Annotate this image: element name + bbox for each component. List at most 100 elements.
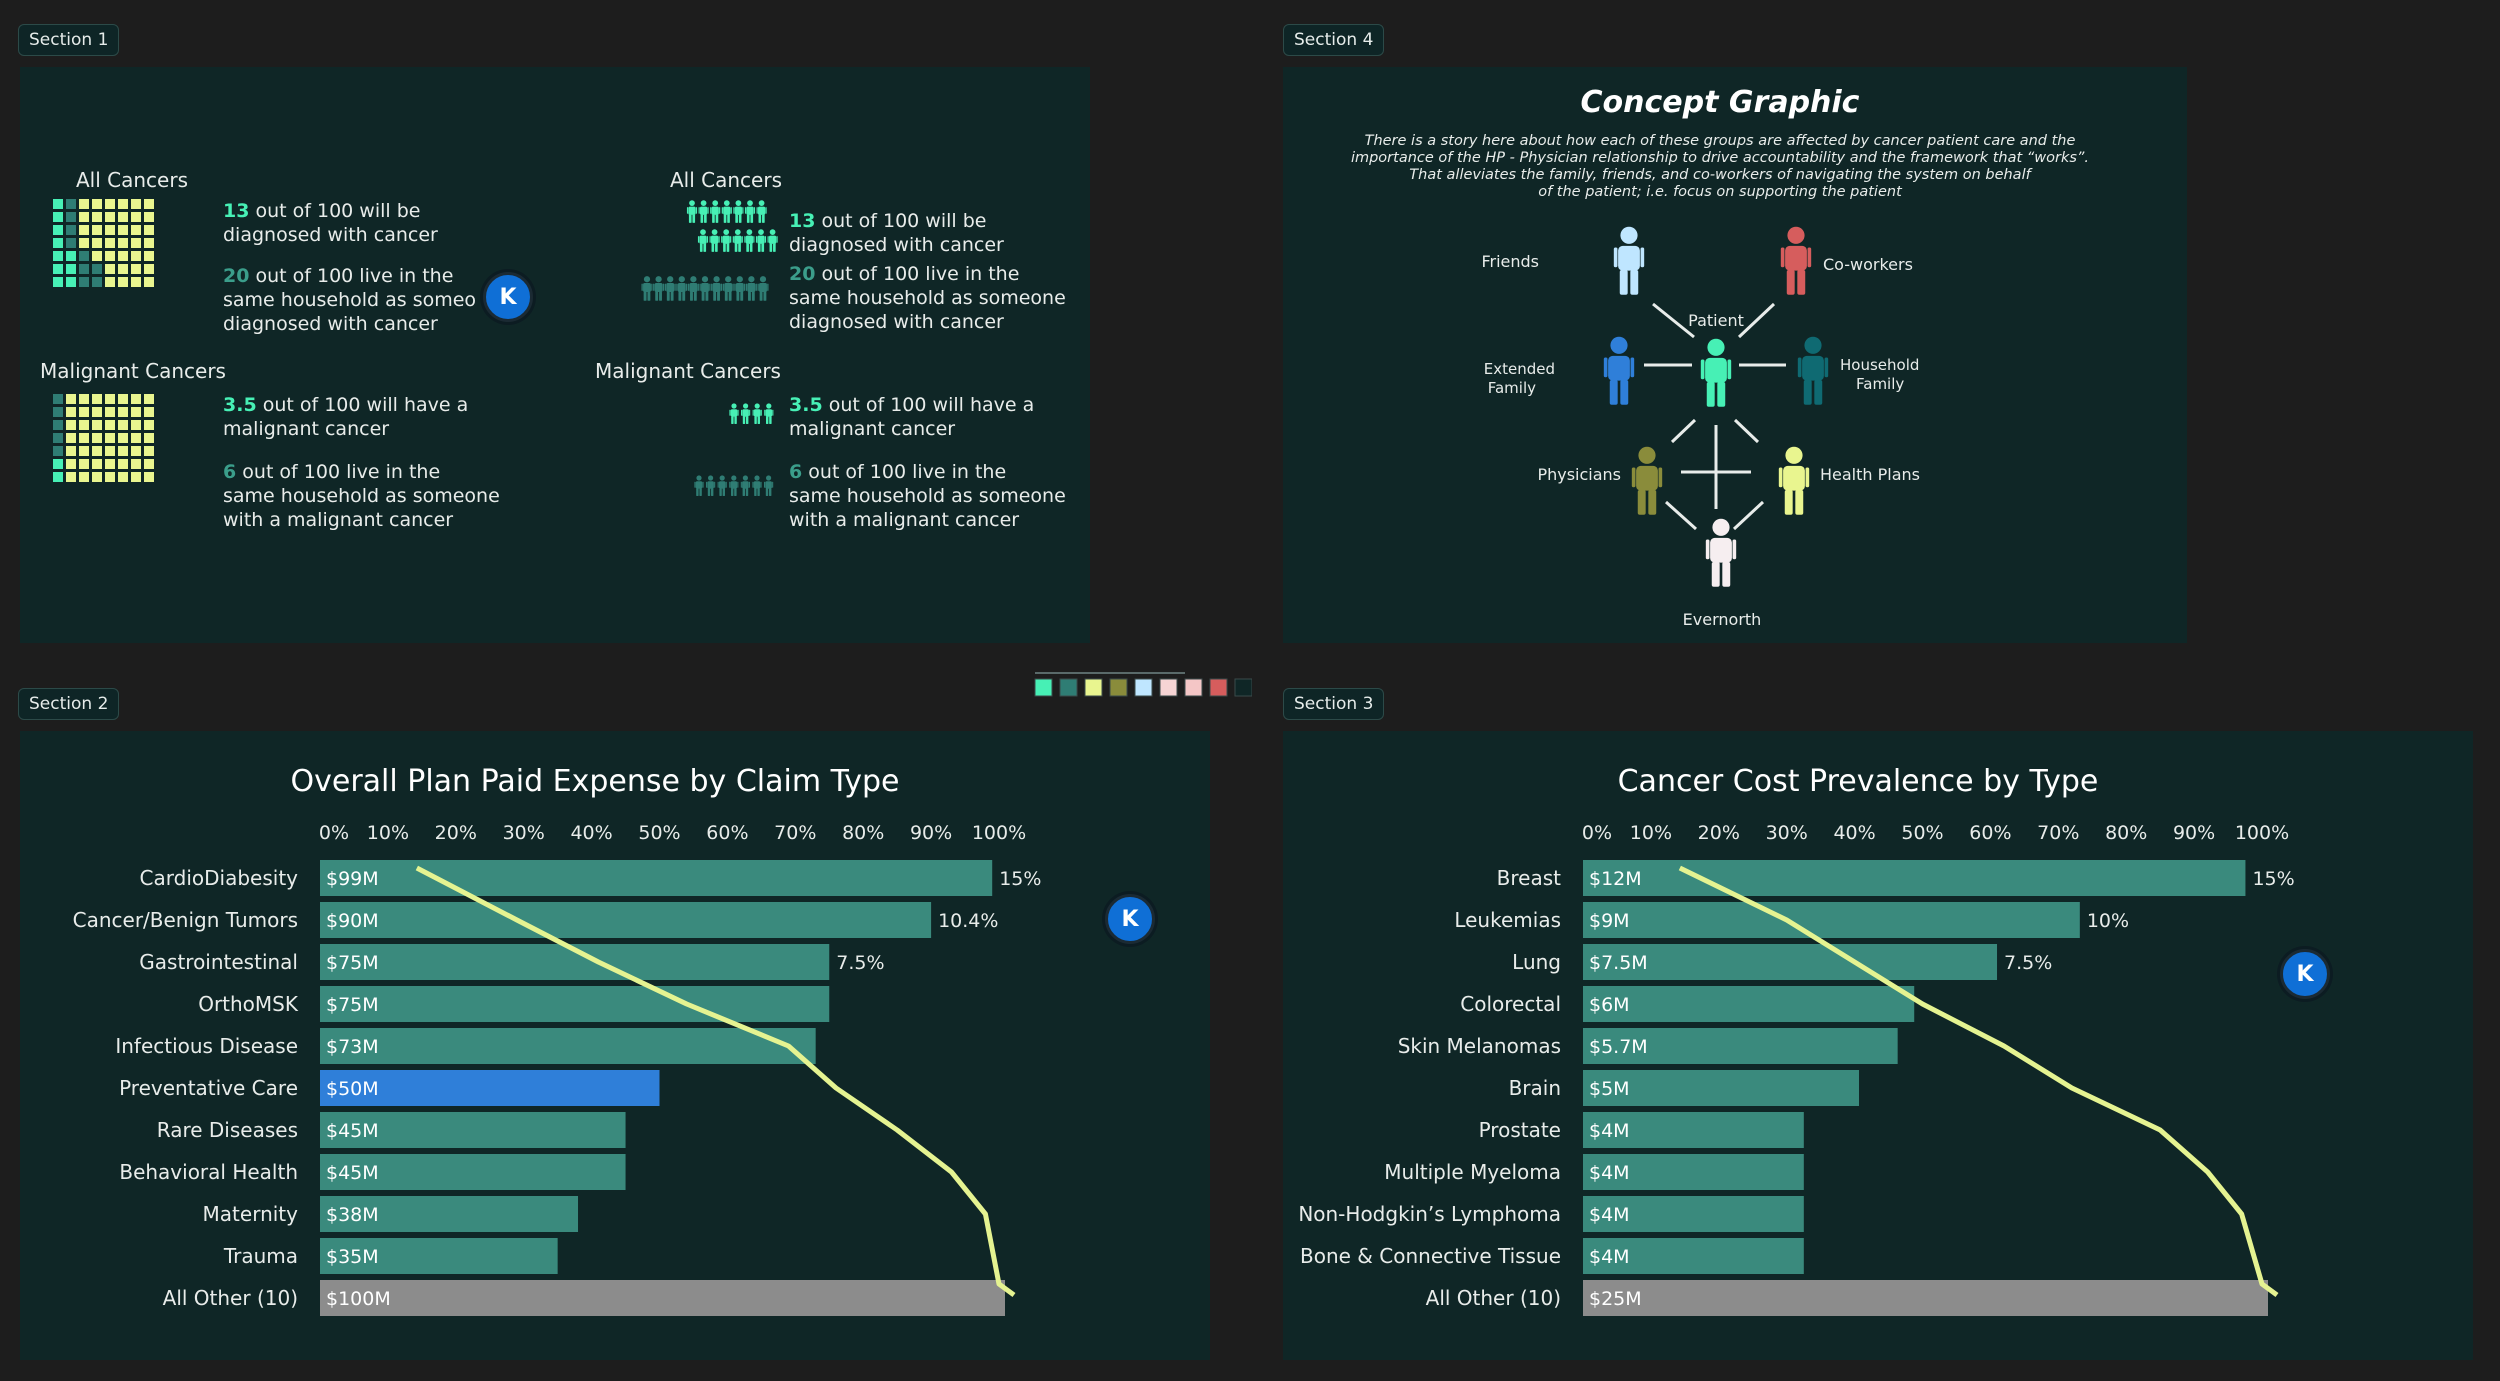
bar[interactable] [320, 1154, 626, 1190]
section-2-tag[interactable]: Section 2 [18, 688, 120, 720]
node-evernorth-label: Evernorth [1683, 610, 1762, 629]
palette-swatch[interactable] [1209, 678, 1228, 697]
bar[interactable] [1583, 1238, 1804, 1274]
palette-swatch[interactable] [1109, 678, 1128, 697]
concept-graphic: Concept Graphic There is a story here ab… [1351, 85, 2089, 629]
people-icon [699, 276, 711, 301]
node-extended-label-1: Extended [1484, 360, 1555, 378]
bar[interactable] [1583, 1028, 1898, 1064]
claim-type-chart: Overall Plan Paid Expense by Claim Type 0… [73, 764, 1041, 1316]
bar[interactable] [1583, 902, 2080, 938]
palette-swatch[interactable] [1084, 678, 1103, 697]
waffle-cell [79, 446, 89, 456]
people-icon [694, 475, 704, 496]
waffle-cell [92, 420, 102, 430]
category-label: Gastrointestinal [139, 950, 298, 974]
waffle-cell [79, 251, 89, 261]
waffle-cell [131, 472, 141, 482]
people-icon [733, 200, 744, 223]
palette-swatch[interactable] [1134, 678, 1153, 697]
waffle-cell [66, 251, 76, 261]
section-1-tag[interactable]: Section 1 [18, 24, 120, 56]
category-label: Brain [1509, 1076, 1561, 1100]
bar[interactable] [320, 1028, 816, 1064]
waffle-cell [118, 199, 128, 209]
concept-connectors [1644, 302, 1786, 531]
category-label: Rare Diseases [157, 1118, 298, 1142]
category-label: Skin Melanomas [1398, 1034, 1561, 1058]
bar[interactable] [320, 860, 993, 896]
waffle-cell [66, 225, 76, 235]
category-label: Cancer/Benign Tumors [73, 908, 298, 932]
waffle-cell [53, 472, 63, 482]
people-icon [698, 200, 709, 223]
extended-family-person-icon [1603, 336, 1635, 405]
bar-pct-label: 10% [2087, 910, 2129, 932]
axis-tick-label: 40% [570, 822, 612, 844]
avatar-k-3[interactable]: K [2280, 949, 2330, 999]
bar-value-label: $7.5M [1589, 952, 1648, 974]
bar-value-label: $4M [1589, 1246, 1630, 1268]
waffle-cell [144, 420, 154, 430]
bar[interactable] [320, 902, 932, 938]
bar[interactable] [320, 1196, 579, 1232]
bar[interactable] [320, 1238, 558, 1274]
people-icon [752, 403, 762, 424]
waffle-cell [144, 446, 154, 456]
left-mal-title: Malignant Cancers [40, 359, 226, 383]
concept-desc-4: of the patient; i.e. focus on supporting… [1538, 184, 1903, 200]
bar[interactable] [1583, 986, 1915, 1022]
category-label: Colorectal [1460, 992, 1561, 1016]
category-label: OrthoMSK [198, 992, 299, 1016]
palette-swatch[interactable] [1059, 678, 1078, 697]
evernorth-person-icon [1705, 518, 1737, 587]
people-icon [653, 276, 665, 301]
left-all-line1: 13 out of 100 will be [223, 200, 420, 222]
waffle-cell [53, 420, 63, 430]
axis-tick-label: 40% [1833, 822, 1875, 844]
palette-swatch[interactable] [1234, 678, 1252, 697]
node-household-label-2: Family [1856, 375, 1904, 393]
palette-swatch[interactable] [1159, 678, 1178, 697]
bar[interactable] [1583, 944, 1998, 980]
bar[interactable] [320, 986, 830, 1022]
left-mal-line2c: with a malignant cancer [223, 509, 453, 531]
avatar-k-2[interactable]: K [1105, 894, 1155, 944]
bar[interactable] [320, 1112, 626, 1148]
palette-swatch[interactable] [1184, 678, 1203, 697]
bar-value-label: $25M [1589, 1288, 1642, 1310]
bar[interactable] [1583, 1070, 1860, 1106]
section-4-tag[interactable]: Section 4 [1283, 24, 1385, 56]
waffle-cell [92, 238, 102, 248]
avatar-k-1[interactable]: K [483, 272, 533, 322]
right-mal-line1: 3.5 out of 100 will have a [789, 394, 1034, 416]
waffle-cell [92, 459, 102, 469]
bar-value-label: $73M [326, 1036, 379, 1058]
bar[interactable] [1583, 1196, 1804, 1232]
bar-value-label: $9M [1589, 910, 1630, 932]
axis-tick-label: 0% [1582, 822, 1612, 844]
bar[interactable] [1583, 1112, 1804, 1148]
bar[interactable] [320, 1280, 1005, 1316]
section-1-infographic: All Cancers 13 out of 100 will be diagno… [40, 168, 1066, 531]
axis-tick-label: 30% [1766, 822, 1808, 844]
left-all-title: All Cancers [76, 168, 188, 192]
bar[interactable] [1583, 1280, 2268, 1316]
section-3-tag[interactable]: Section 3 [1283, 688, 1385, 720]
bar[interactable] [1583, 860, 2246, 896]
waffle-cell [92, 199, 102, 209]
node-friends-label: Friends [1481, 252, 1539, 271]
palette-swatch[interactable] [1034, 678, 1053, 697]
waffle-cell [105, 238, 115, 248]
waffle-cell [66, 420, 76, 430]
bar[interactable] [1583, 1154, 1804, 1190]
bar[interactable] [320, 1070, 660, 1106]
waffle-cell [144, 459, 154, 469]
bar-value-label: $50M [326, 1078, 379, 1100]
waffle-cell [53, 251, 63, 261]
waffle-cell [92, 394, 102, 404]
waffle-cell [92, 277, 102, 287]
bar-value-label: $6M [1589, 994, 1630, 1016]
section-3-panel: Cancer Cost Prevalence by Type 0% 10% 20% 30… [1283, 731, 2473, 1360]
axis-tick-label: 10% [367, 822, 409, 844]
